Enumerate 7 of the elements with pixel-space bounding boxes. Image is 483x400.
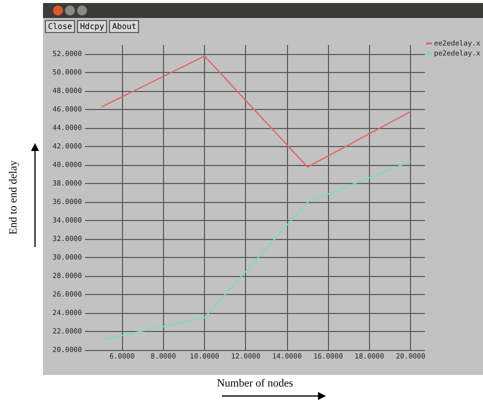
line-series bbox=[100, 55, 412, 168]
line-series bbox=[100, 160, 412, 340]
x-axis-title: Number of nodes bbox=[216, 378, 294, 390]
text: Hdcpy bbox=[77, 20, 108, 33]
text: About bbox=[109, 20, 140, 33]
y-axis-title: End to end delay bbox=[8, 160, 20, 235]
text: Close bbox=[45, 20, 76, 33]
